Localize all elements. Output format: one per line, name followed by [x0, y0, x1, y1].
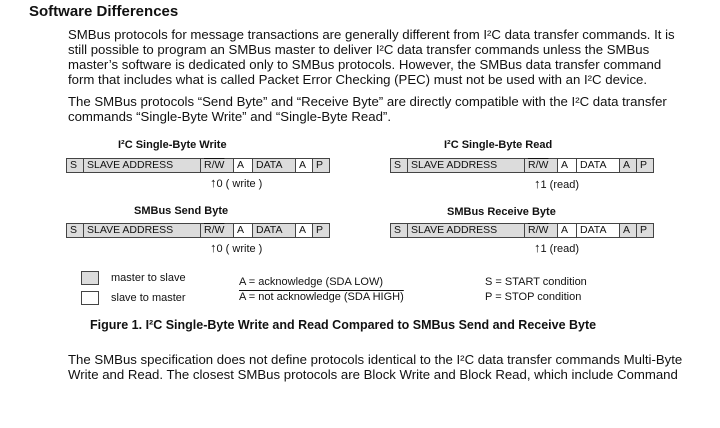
text-line: still possible to program an SMBus maste… [68, 42, 650, 57]
text-line: master’s software is dedicated only to S… [68, 57, 662, 72]
stop-cell: P [636, 158, 654, 173]
rw-cell: R/W [524, 223, 558, 238]
ack-cell: A [557, 223, 577, 238]
up-arrow-icon: ↑ [534, 240, 541, 255]
ack-cell: A [233, 158, 253, 173]
legend-stop: P = STOP condition [485, 291, 582, 303]
text-line: Write and Read. The closest SMBus protoc… [68, 367, 678, 382]
slave-to-master-swatch [81, 291, 99, 305]
rw-arrow-annotation: ↑0 ( write ) [210, 240, 263, 255]
ack-cell: A [295, 223, 313, 238]
legend-slave-to-master: slave to master [111, 292, 186, 304]
nack-cell: A [619, 158, 637, 173]
i2c-read-frame: S SLAVE ADDRESS R/W A DATA A P [390, 158, 654, 173]
rw-cell: R/W [524, 158, 558, 173]
ack-cell: A [233, 223, 253, 238]
rw-arrow-annotation: ↑0 ( write ) [210, 175, 263, 190]
i2c-read-title: I²C Single-Byte Read [444, 139, 553, 151]
slave-address-cell: SLAVE ADDRESS [83, 223, 201, 238]
data-cell: DATA [576, 223, 620, 238]
figure-caption: Figure 1. I²C Single-Byte Write and Read… [90, 318, 597, 332]
compatibility-paragraph: The SMBus protocols “Send Byte” and “Rec… [68, 94, 708, 124]
text-line: The SMBus specification does not define … [68, 352, 683, 367]
start-cell: S [66, 223, 84, 238]
stop-cell: P [312, 223, 330, 238]
text-line: form that includes what is called Packet… [68, 72, 648, 87]
data-cell: DATA [576, 158, 620, 173]
text-line: SMBus protocols for message transactions… [68, 27, 675, 42]
stop-cell: P [636, 223, 654, 238]
slave-address-cell: SLAVE ADDRESS [407, 223, 525, 238]
slave-address-cell: SLAVE ADDRESS [83, 158, 201, 173]
data-cell: DATA [252, 158, 296, 173]
smbus-receive-frame: S SLAVE ADDRESS R/W A DATA A P [390, 223, 654, 238]
legend-nack: A = not acknowledge (SDA HIGH) [239, 291, 404, 303]
master-to-slave-swatch [81, 271, 99, 285]
rw-cell: R/W [200, 158, 234, 173]
section-heading: Software Differences [29, 3, 179, 20]
text-line: The SMBus protocols “Send Byte” and “Rec… [68, 94, 667, 109]
smbus-receive-title: SMBus Receive Byte [447, 206, 556, 218]
ack-cell: A [557, 158, 577, 173]
block-protocols-paragraph: The SMBus specification does not define … [68, 352, 708, 382]
data-cell: DATA [252, 223, 296, 238]
start-cell: S [390, 158, 408, 173]
slave-address-cell: SLAVE ADDRESS [407, 158, 525, 173]
stop-cell: P [312, 158, 330, 173]
i2c-write-frame: S SLAVE ADDRESS R/W A DATA A P [66, 158, 330, 173]
text-line: commands “Single-Byte Write” and “Single… [68, 109, 391, 124]
ack-cell: A [295, 158, 313, 173]
intro-paragraph: SMBus protocols for message transactions… [68, 27, 708, 87]
rw-arrow-annotation: ↑1 (read) [534, 176, 580, 191]
up-arrow-icon: ↑ [210, 175, 217, 190]
legend-master-to-slave: master to slave [111, 272, 186, 284]
up-arrow-icon: ↑ [534, 176, 541, 191]
up-arrow-icon: ↑ [210, 240, 217, 255]
i2c-write-title: I²C Single-Byte Write [118, 139, 227, 151]
legend-start: S = START condition [485, 276, 587, 288]
rw-arrow-annotation: ↑1 (read) [534, 240, 580, 255]
start-cell: S [390, 223, 408, 238]
legend-ack: A = acknowledge (SDA LOW) [239, 276, 383, 288]
rw-cell: R/W [200, 223, 234, 238]
nack-cell: A [619, 223, 637, 238]
smbus-send-title: SMBus Send Byte [134, 205, 229, 217]
smbus-send-frame: S SLAVE ADDRESS R/W A DATA A P [66, 223, 330, 238]
start-cell: S [66, 158, 84, 173]
